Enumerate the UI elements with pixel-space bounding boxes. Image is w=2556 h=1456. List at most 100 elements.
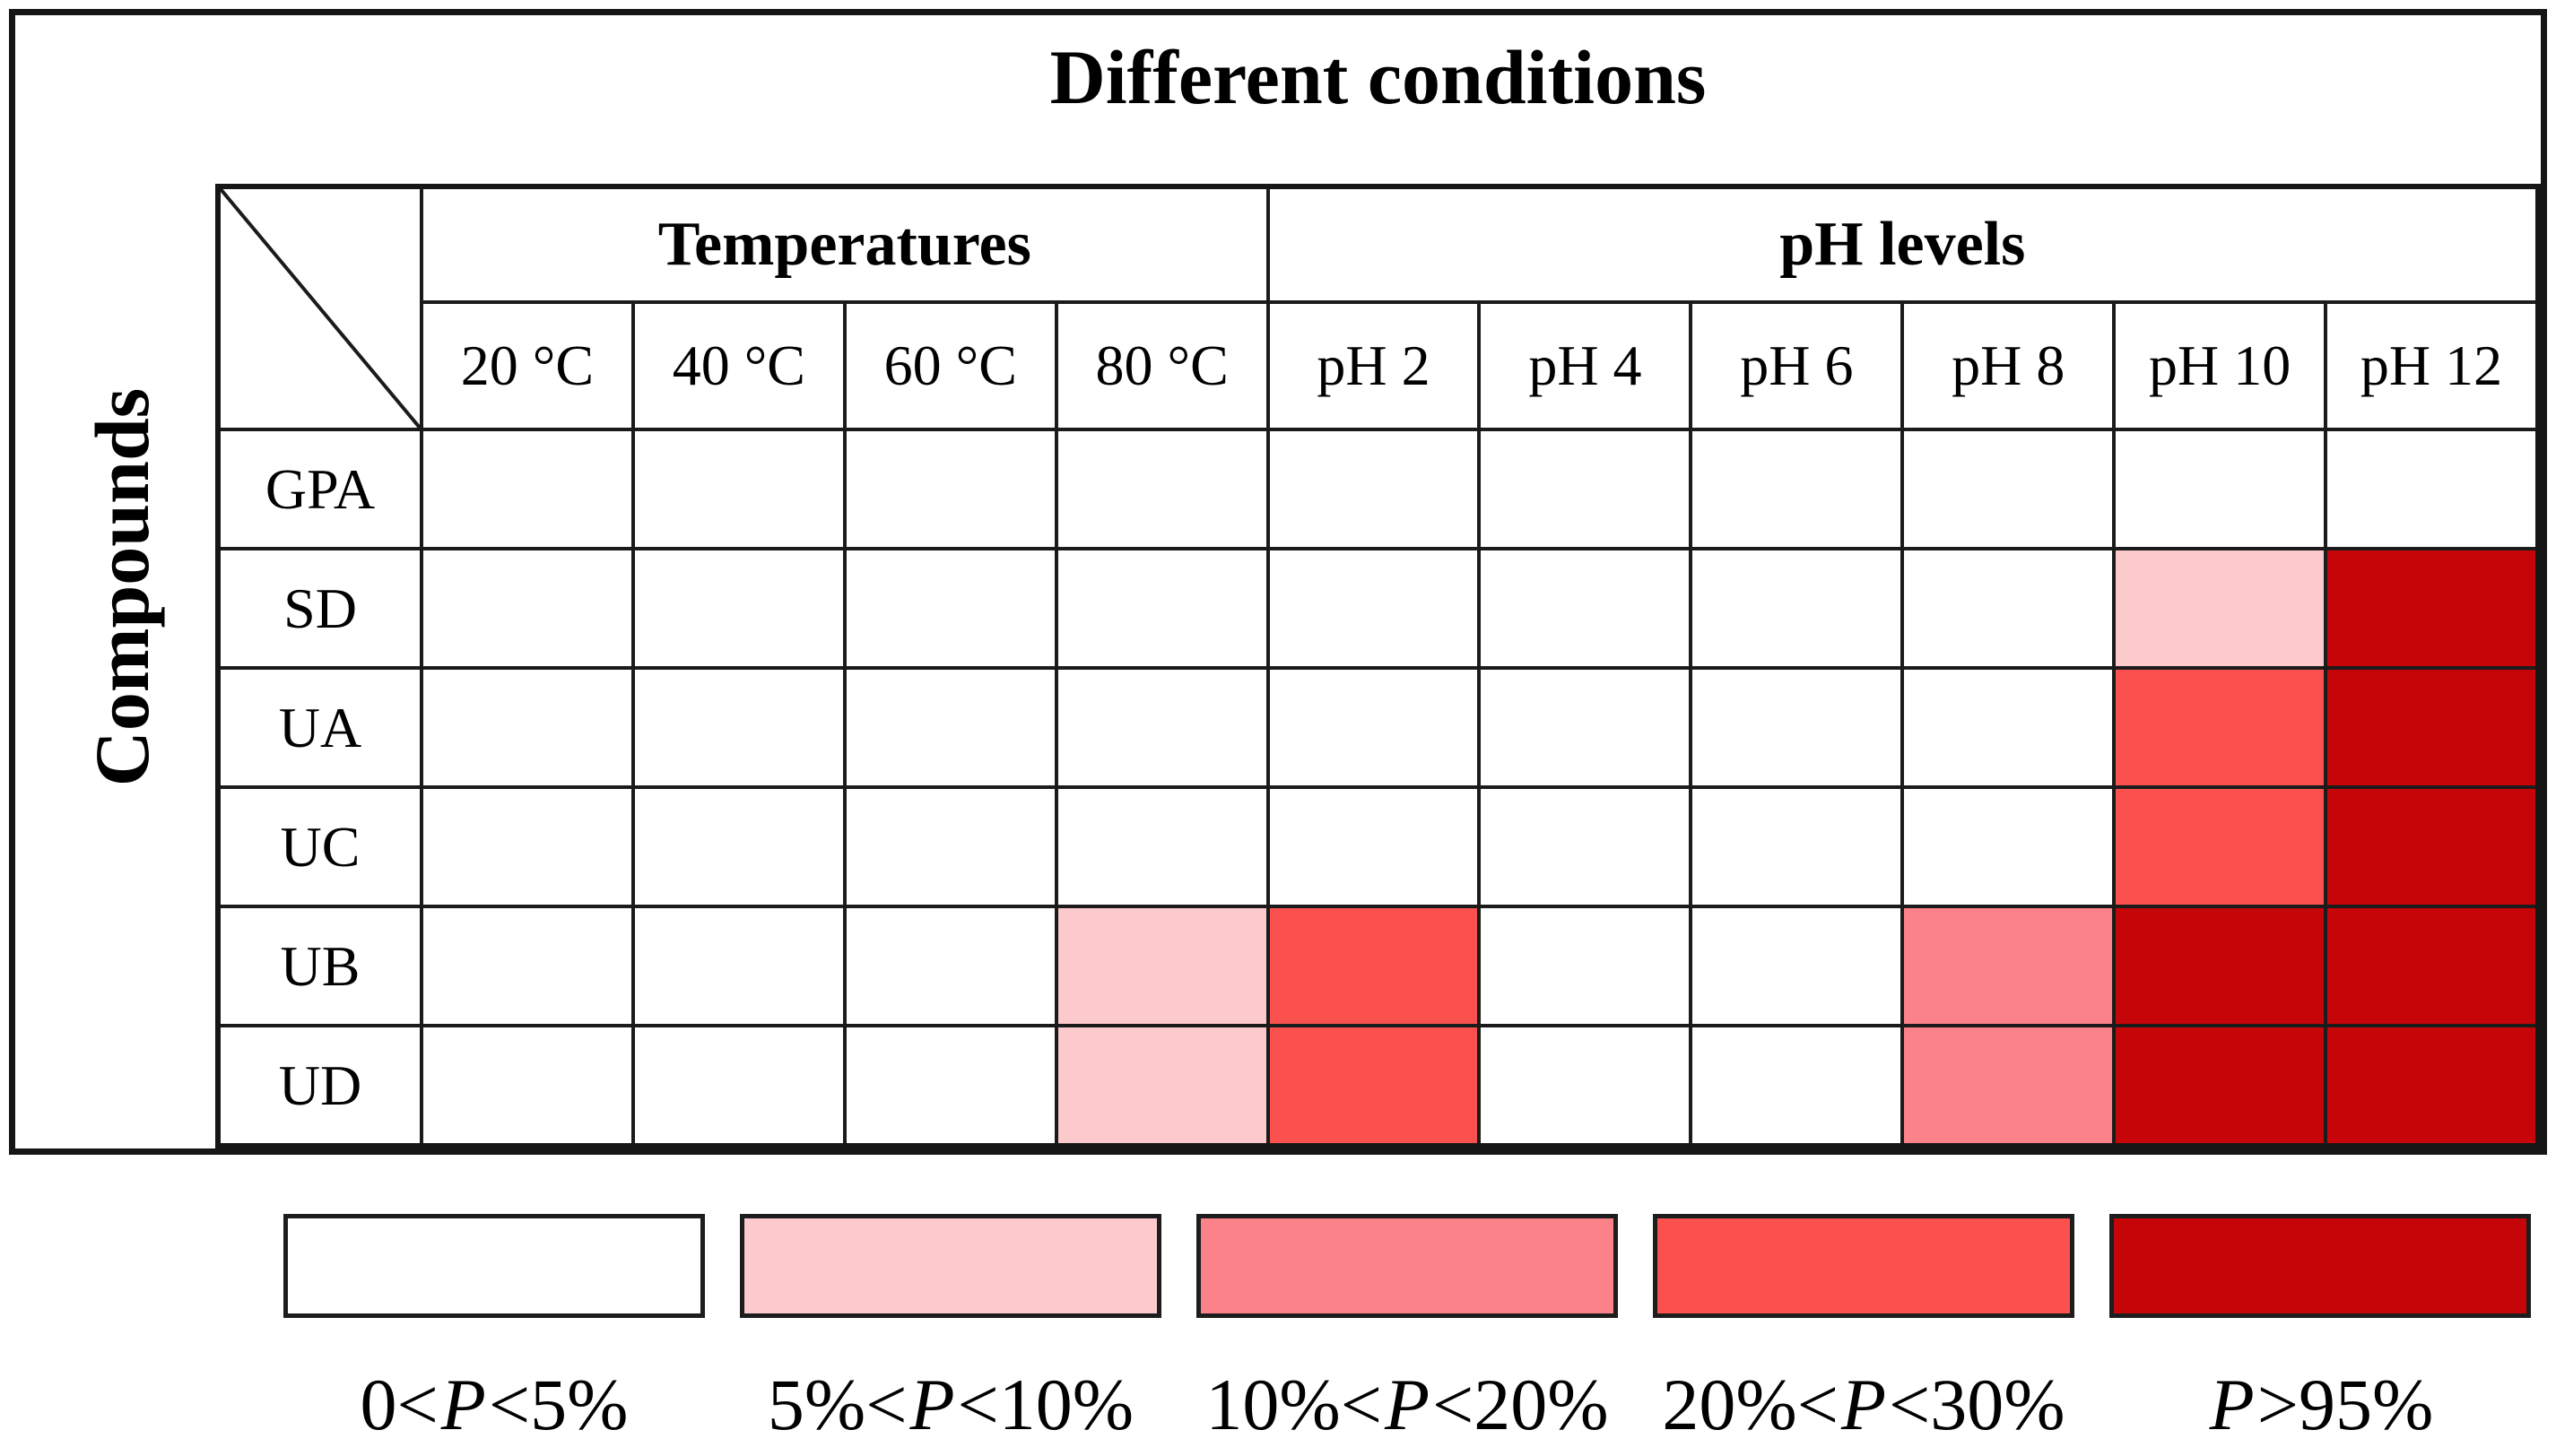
heatmap-cell-ub-ph-2 [1269, 908, 1478, 1024]
heatmap-cell-gpa-ph-10 [2116, 431, 2325, 547]
legend-item-0-p-5: 0<P<5% [283, 1214, 705, 1442]
heatmap-cell-ua-20-c [423, 670, 631, 785]
legend-label-10-p-20: 10%<P<20% [1205, 1364, 1609, 1445]
legend-swatch-5-p-10 [740, 1214, 1161, 1318]
legend-label-20-p-30: 20%<P<30% [1662, 1364, 2065, 1445]
figure-frame: Different conditions Compounds Temperatu… [9, 9, 2547, 1155]
heatmap-cell-sd-ph-8 [1904, 550, 2113, 666]
heatmap-cell-ud-40-c [634, 1027, 843, 1143]
heatmap-cell-ud-ph-12 [2327, 1027, 2535, 1143]
legend: 0<P<5% 5%<P<10% 10%<P<20% 20%<P<30% P>95% [283, 1214, 2531, 1442]
heatmap-cell-uc-ph-6 [1692, 789, 1901, 905]
legend-swatch-10-p-20 [1196, 1214, 1618, 1318]
heatmap-cell-sd-ph-12 [2327, 550, 2535, 666]
heatmap-cell-ub-ph-10 [2116, 908, 2325, 1024]
legend-item-20-p-30: 20%<P<30% [1653, 1214, 2074, 1442]
row-label-uc: UC [221, 789, 420, 905]
heatmap-cell-ub-ph-12 [2327, 908, 2535, 1024]
row-axis-label: Compounds [79, 387, 165, 787]
diagonal-divider-cell [221, 189, 420, 428]
column-header-ph-2: pH 2 [1269, 304, 1478, 428]
heatmap-cell-sd-80-c [1057, 550, 1266, 666]
heatmap-cell-ud-ph-8 [1904, 1027, 2113, 1143]
column-header-ph-12: pH 12 [2327, 304, 2535, 428]
heatmap-cell-uc-ph-12 [2327, 789, 2535, 905]
heatmap-cell-gpa-ph-6 [1692, 431, 1901, 547]
heatmap-cell-sd-ph-6 [1692, 550, 1901, 666]
diagonal-line-icon [221, 189, 420, 428]
heatmap-cell-gpa-ph-2 [1269, 431, 1478, 547]
heatmap-cell-ud-ph-2 [1269, 1027, 1478, 1143]
heatmap-cell-gpa-ph-8 [1904, 431, 2113, 547]
conditions-table: Temperatures pH levels 20 °C 40 °C 60 °C 80… [215, 184, 2541, 1148]
row-label-ua: UA [221, 670, 420, 785]
heatmap-cell-gpa-60-c [846, 431, 1055, 547]
column-header-20-c: 20 °C [423, 304, 631, 428]
heatmap-cell-gpa-ph-4 [1481, 431, 1690, 547]
row-label-ub: UB [221, 908, 420, 1024]
heatmap-cell-ub-60-c [846, 908, 1055, 1024]
heatmap-cell-sd-ph-2 [1269, 550, 1478, 666]
heatmap-cell-ub-ph-4 [1481, 908, 1690, 1024]
heatmap-cell-ua-ph-4 [1481, 670, 1690, 785]
column-group-temperatures: Temperatures [423, 189, 1266, 300]
column-header-ph-8: pH 8 [1904, 304, 2113, 428]
heatmap-cell-ua-60-c [846, 670, 1055, 785]
heatmap-cell-ua-ph-12 [2327, 670, 2535, 785]
heatmap-cell-ud-ph-6 [1692, 1027, 1901, 1143]
legend-item-10-p-20: 10%<P<20% [1196, 1214, 1618, 1442]
heatmap-cell-gpa-40-c [634, 431, 843, 547]
row-label-sd: SD [221, 550, 420, 666]
column-header-ph-10: pH 10 [2116, 304, 2325, 428]
heatmap-cell-ud-80-c [1057, 1027, 1266, 1143]
column-header-ph-4: pH 4 [1481, 304, 1690, 428]
figure-title: Different conditions [1049, 34, 1707, 120]
heatmap-cell-ua-80-c [1057, 670, 1266, 785]
heatmap-cell-gpa-80-c [1057, 431, 1266, 547]
legend-swatch-20-p-30 [1653, 1214, 2074, 1318]
legend-swatch-0-p-5 [283, 1214, 705, 1318]
legend-item-5-p-10: 5%<P<10% [740, 1214, 1161, 1442]
column-header-ph-6: pH 6 [1692, 304, 1901, 428]
heatmap-cell-uc-ph-4 [1481, 789, 1690, 905]
heatmap-cell-ua-40-c [634, 670, 843, 785]
column-header-40-c: 40 °C [634, 304, 843, 428]
heatmap-cell-ub-ph-8 [1904, 908, 2113, 1024]
heatmap-cell-ub-80-c [1057, 908, 1266, 1024]
heatmap-cell-ud-20-c [423, 1027, 631, 1143]
column-group-ph-levels: pH levels [1269, 189, 2535, 300]
heatmap-cell-ua-ph-6 [1692, 670, 1901, 785]
heatmap-cell-ub-40-c [634, 908, 843, 1024]
heatmap-cell-ud-ph-4 [1481, 1027, 1690, 1143]
heatmap-cell-sd-ph-4 [1481, 550, 1690, 666]
heatmap-cell-ub-20-c [423, 908, 631, 1024]
heatmap-cell-uc-20-c [423, 789, 631, 905]
heatmap-cell-gpa-ph-12 [2327, 431, 2535, 547]
heatmap-cell-gpa-20-c [423, 431, 631, 547]
heatmap-cell-uc-ph-10 [2116, 789, 2325, 905]
legend-label-p-95: P>95% [2209, 1364, 2434, 1445]
heatmap-cell-uc-60-c [846, 789, 1055, 905]
heatmap-cell-sd-20-c [423, 550, 631, 666]
heatmap-cell-uc-40-c [634, 789, 843, 905]
heatmap-cell-uc-ph-2 [1269, 789, 1478, 905]
heatmap-cell-sd-40-c [634, 550, 843, 666]
heatmap-cell-ud-ph-10 [2116, 1027, 2325, 1143]
column-header-60-c: 60 °C [846, 304, 1055, 428]
heatmap-cell-ub-ph-6 [1692, 908, 1901, 1024]
heatmap-cell-uc-ph-8 [1904, 789, 2113, 905]
heatmap-cell-sd-ph-10 [2116, 550, 2325, 666]
heatmap-cell-ud-60-c [846, 1027, 1055, 1143]
column-header-80-c: 80 °C [1057, 304, 1266, 428]
legend-swatch-p-95 [2109, 1214, 2531, 1318]
legend-label-5-p-10: 5%<P<10% [767, 1364, 1135, 1445]
legend-label-0-p-5: 0<P<5% [360, 1364, 629, 1445]
heatmap-cell-ua-ph-2 [1269, 670, 1478, 785]
legend-item-p-95: P>95% [2109, 1214, 2531, 1442]
heatmap-cell-sd-60-c [846, 550, 1055, 666]
heatmap-cell-ua-ph-10 [2116, 670, 2325, 785]
row-label-gpa: GPA [221, 431, 420, 547]
heatmap-cell-uc-80-c [1057, 789, 1266, 905]
heatmap-cell-ua-ph-8 [1904, 670, 2113, 785]
row-label-ud: UD [221, 1027, 420, 1143]
